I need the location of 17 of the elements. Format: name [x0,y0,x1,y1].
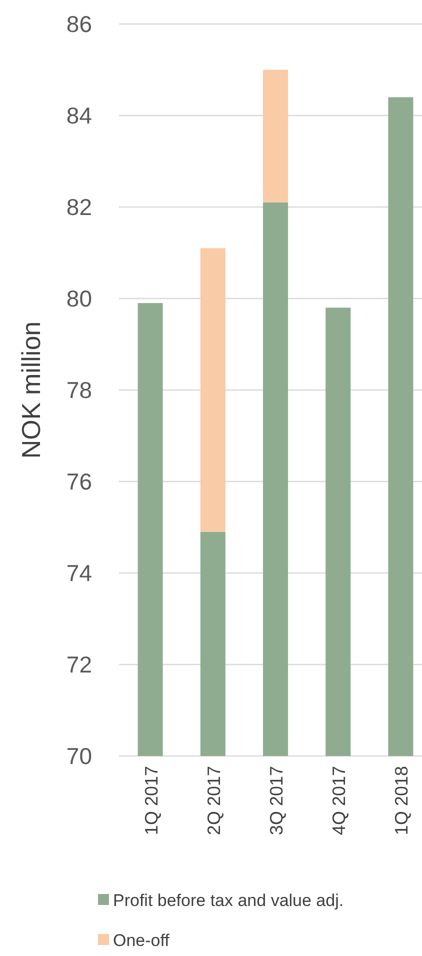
y-tick-label: 80 [66,286,92,312]
y-tick-label: 70 [66,743,92,770]
x-tick-label: 2Q 2017 [204,766,224,836]
x-tick-label: 3Q 2017 [266,766,286,836]
x-tick-label: 1Q 2018 [392,766,412,836]
y-tick-label: 82 [66,194,92,220]
y-tick-label: 86 [66,11,92,38]
x-tick-label: 4Q 2017 [329,766,350,836]
y-tick-label: 76 [66,468,92,495]
y-tick-label: 84 [66,102,92,129]
y-tick-label: 78 [66,377,92,404]
y-axis-title: NOK million [16,321,46,459]
y-tick-label: 74 [66,560,92,586]
y-tick-label: 72 [66,652,92,678]
legend-label: Profit before tax and value adj. [113,890,344,910]
x-tick-label: 1Q 2017 [141,766,162,836]
legend-label: One-off [113,930,170,950]
